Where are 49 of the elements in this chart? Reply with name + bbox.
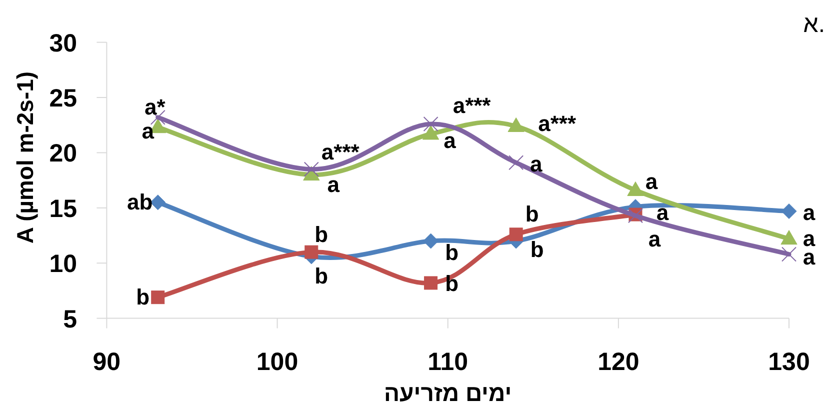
- point: [304, 162, 319, 177]
- y-tick-label: 15: [49, 194, 78, 223]
- y-axis-title: A (µmol m-2s-1): [12, 71, 38, 244]
- y-tick-label: 10: [49, 250, 77, 278]
- annotation: a: [645, 169, 658, 194]
- x-tick-label: 120: [598, 348, 640, 376]
- annotation: b: [136, 284, 150, 310]
- point: [422, 125, 440, 140]
- annotation: a***: [321, 139, 360, 164]
- point: [509, 228, 523, 242]
- x-tick-label: 110: [428, 348, 468, 376]
- x-axis-title: ימים מזריעה: [384, 380, 512, 406]
- annotation: a: [444, 128, 457, 153]
- point: [424, 276, 438, 290]
- point: [423, 233, 439, 249]
- annotation: a: [142, 118, 155, 144]
- annotation: a: [327, 172, 340, 197]
- point: [423, 116, 438, 132]
- y-tick-label: 20: [49, 140, 77, 168]
- annotation: a***: [452, 92, 492, 118]
- annotation: b: [314, 263, 328, 288]
- y-tick-label: 5: [63, 305, 78, 334]
- annotation: a: [530, 152, 543, 177]
- point: [627, 181, 644, 196]
- annotation: b: [445, 240, 459, 266]
- annotation: a***: [538, 111, 576, 136]
- annotation: a: [648, 226, 662, 252]
- point: [782, 246, 796, 262]
- annotation: a: [656, 200, 670, 225]
- x-tick-label: 130: [768, 348, 810, 376]
- x-tick-label: 100: [256, 348, 298, 376]
- annotation: a*: [144, 94, 166, 120]
- annotation: b: [445, 270, 459, 296]
- annotation: b: [314, 222, 328, 248]
- annotation: b: [530, 237, 544, 262]
- point: [781, 203, 797, 219]
- annotation: a: [802, 200, 816, 226]
- y-tick-label: 25: [49, 84, 78, 112]
- point: [151, 290, 165, 304]
- point: [304, 245, 318, 259]
- point: [508, 155, 524, 170]
- annotation: b: [525, 201, 539, 226]
- point: [508, 117, 524, 132]
- text: א.: [803, 11, 825, 38]
- point: [780, 230, 798, 245]
- annotation: ab: [127, 189, 153, 214]
- y-tick-label: 30: [49, 29, 77, 58]
- x-tick-label: 90: [92, 348, 121, 376]
- annotation: a: [802, 226, 816, 251]
